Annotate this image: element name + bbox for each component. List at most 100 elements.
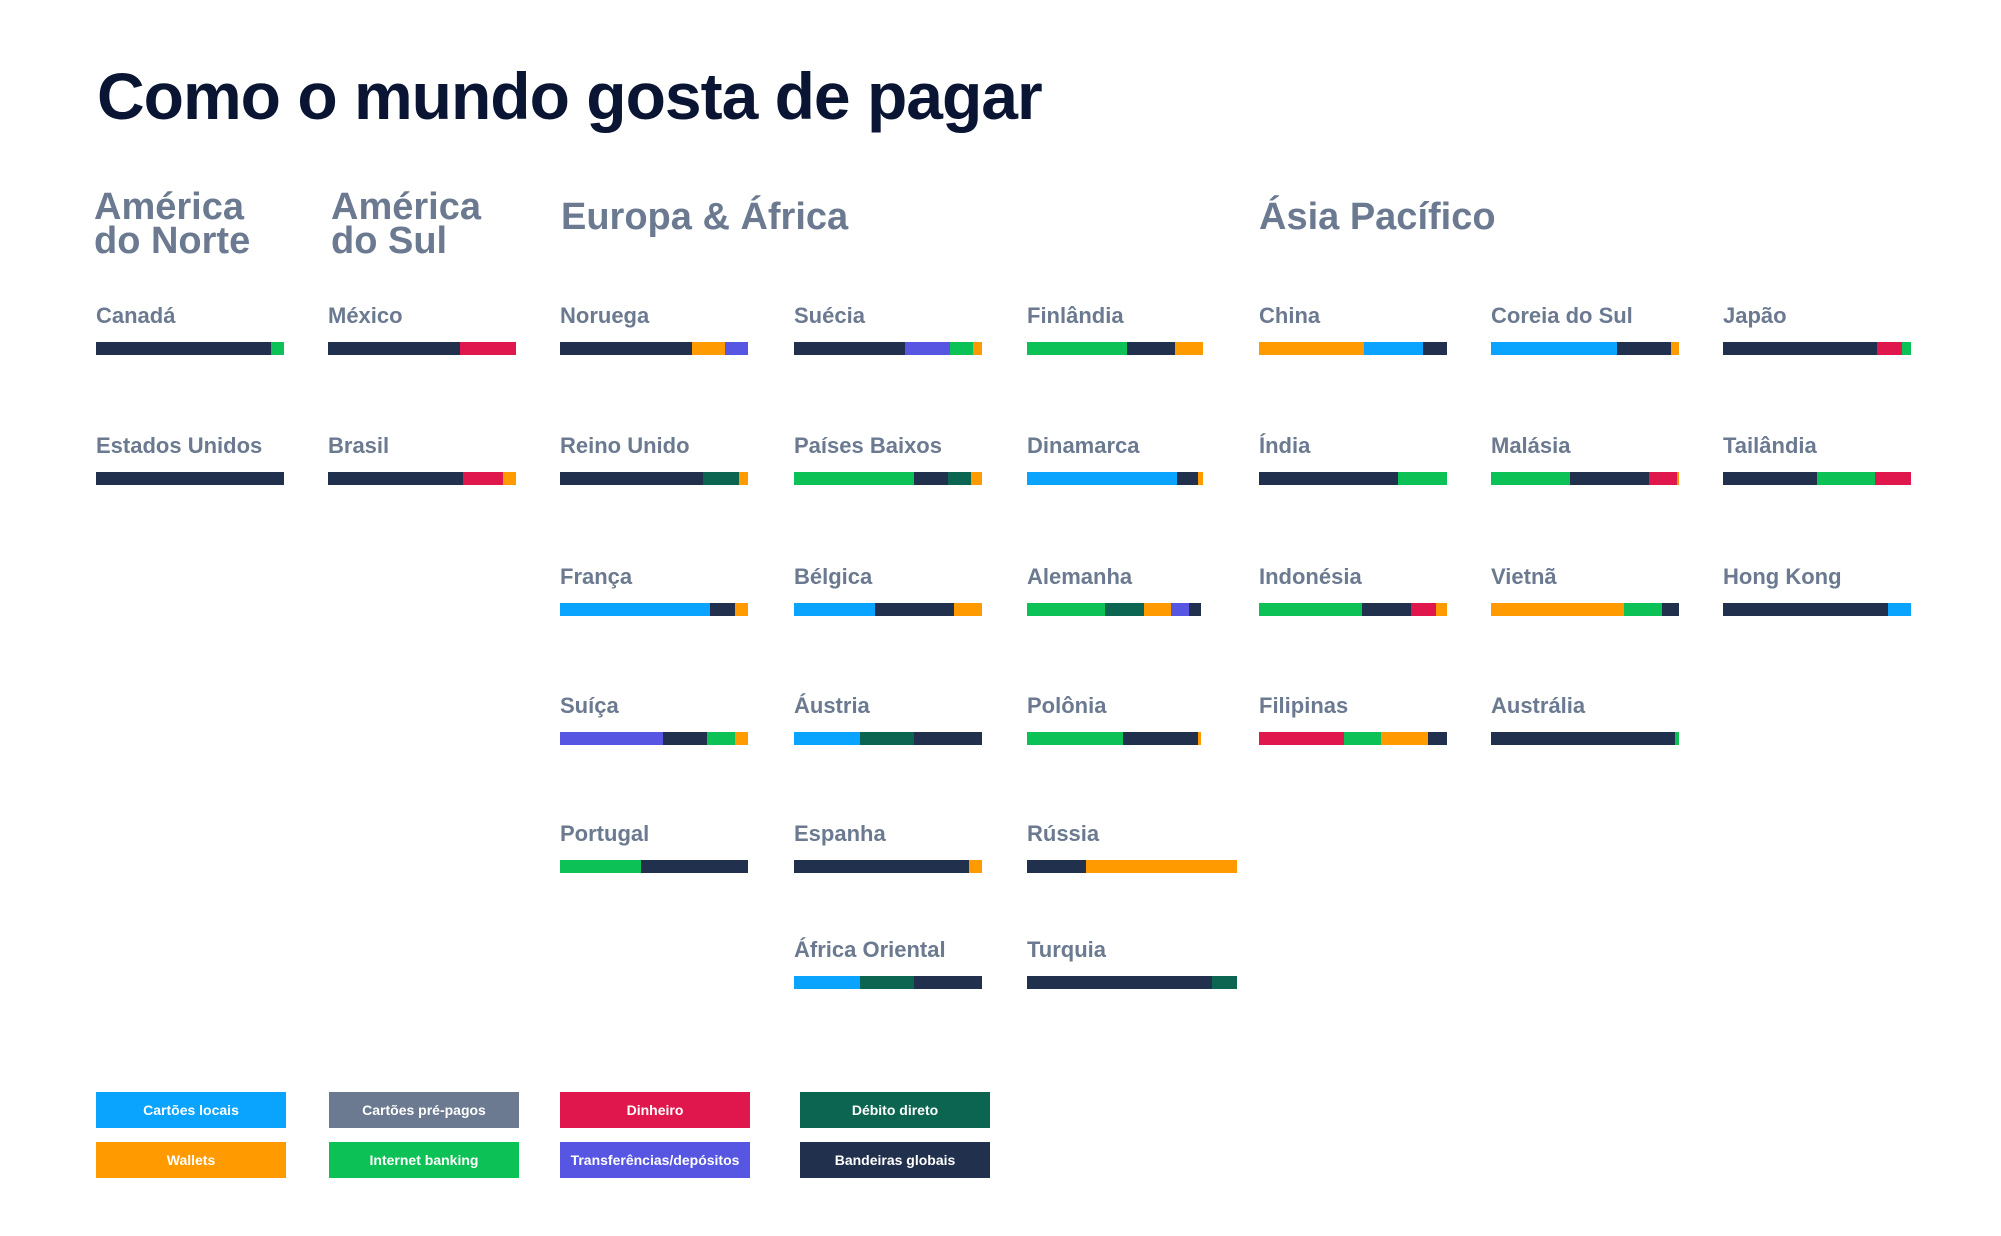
stacked-bar [1027, 732, 1201, 745]
bar-segment-cartoes-locais [1027, 472, 1177, 485]
bar-segment-bandeiras-globais [560, 342, 692, 355]
legend-item-cartoes-pre-pagos: Cartões pré-pagos [329, 1092, 519, 1128]
country-label: Polônia [1027, 693, 1107, 718]
country-paises-baixos: Países Baixos [794, 433, 984, 485]
country-india: Índia [1259, 433, 1449, 485]
bar-segment-dinheiro [1875, 472, 1911, 485]
bar-segment-dinheiro [459, 342, 516, 355]
stacked-bar [1027, 342, 1203, 355]
bar-segment-bandeiras-globais [96, 342, 271, 355]
bar-segment-cartoes-locais [794, 603, 875, 616]
stacked-bar [1027, 976, 1237, 989]
bar-segment-transferencias [725, 342, 748, 355]
bar-segment-bandeiras-globais [1422, 342, 1447, 355]
bar-segment-internet-banking [1398, 472, 1447, 485]
bar-segment-cartoes-locais [794, 976, 860, 989]
country-portugal: Portugal [560, 821, 750, 873]
country-label: Suíça [560, 693, 619, 718]
country-label: Portugal [560, 821, 650, 846]
stacked-bar [560, 732, 748, 745]
country-suecia: Suécia [794, 303, 984, 355]
bar-segment-bandeiras-globais [1122, 732, 1198, 745]
stacked-bar [560, 860, 748, 873]
bar-segment-wallets [738, 472, 748, 485]
bar-segment-bandeiras-globais [1723, 342, 1878, 355]
country-japao: Japão [1723, 303, 1913, 355]
bar-segment-wallets [1671, 342, 1679, 355]
stacked-bar [1027, 860, 1237, 873]
bar-segment-cartoes-locais [560, 603, 711, 616]
bar-segment-bandeiras-globais [914, 732, 982, 745]
country-label: Índia [1259, 433, 1311, 458]
bar-segment-wallets [691, 342, 726, 355]
bar-segment-dinheiro [1411, 603, 1436, 616]
region-heading-south-america: América do Sul [331, 186, 481, 262]
stacked-bar [328, 472, 516, 485]
bar-segment-internet-banking [1259, 603, 1363, 616]
bar-segment-bandeiras-globais [794, 342, 905, 355]
country-label: Finlândia [1027, 303, 1124, 328]
stacked-bar [1723, 472, 1911, 485]
country-belgica: Bélgica [794, 564, 984, 616]
bar-segment-internet-banking [1027, 603, 1106, 616]
country-filipinas: Filipinas [1259, 693, 1449, 745]
country-noruega: Noruega [560, 303, 750, 355]
country-label: Filipinas [1259, 693, 1349, 718]
country-polonia: Polônia [1027, 693, 1217, 745]
country-tailandia: Tailândia [1723, 433, 1913, 485]
bar-segment-bandeiras-globais [328, 472, 464, 485]
bar-segment-internet-banking [1817, 472, 1876, 485]
bar-segment-wallets [1435, 603, 1447, 616]
legend-item-bandeiras-globais: Bandeiras globais [800, 1142, 990, 1178]
region-heading-north-america: América do Norte [94, 186, 251, 262]
stacked-bar [1259, 472, 1447, 485]
country-suica: Suíça [560, 693, 750, 745]
country-label: França [560, 564, 633, 589]
bar-segment-dinheiro [463, 472, 503, 485]
bar-segment-bandeiras-globais [1188, 603, 1201, 616]
bar-segment-wallets [734, 603, 748, 616]
bar-segment-internet-banking [794, 472, 915, 485]
country-label: México [328, 303, 403, 328]
bar-segment-bandeiras-globais [328, 342, 460, 355]
country-label: Austrália [1491, 693, 1586, 718]
country-estados-unidos: Estados Unidos [96, 433, 286, 485]
bar-segment-debito-direto [702, 472, 739, 485]
bar-segment-transferencias [1171, 603, 1189, 616]
legend-item-transferencias: Transferências/depósitos [560, 1142, 750, 1178]
country-label: Estados Unidos [96, 433, 263, 458]
stacked-bar [1491, 732, 1679, 745]
country-label: Canadá [96, 303, 176, 328]
bar-segment-bandeiras-globais [914, 472, 949, 485]
stacked-bar [1027, 472, 1203, 485]
bar-segment-internet-banking [270, 342, 284, 355]
bar-segment-debito-direto [859, 732, 915, 745]
country-australia: Austrália [1491, 693, 1681, 745]
country-label: Tailândia [1723, 433, 1817, 458]
bar-segment-debito-direto [1211, 976, 1237, 989]
bar-segment-bandeiras-globais [1569, 472, 1649, 485]
country-label: Espanha [794, 821, 886, 846]
bar-segment-bandeiras-globais [1259, 472, 1399, 485]
stacked-bar [560, 472, 748, 485]
bar-segment-wallets [1259, 342, 1365, 355]
stacked-bar [1723, 603, 1911, 616]
bar-segment-wallets [1197, 732, 1201, 745]
stacked-bar [328, 342, 516, 355]
legend-item-cartoes-locais: Cartões locais [96, 1092, 286, 1128]
country-brasil: Brasil [328, 433, 518, 485]
bar-segment-internet-banking [1027, 342, 1128, 355]
stacked-bar [794, 342, 982, 355]
bar-segment-bandeiras-globais [1491, 732, 1676, 745]
bar-segment-internet-banking [950, 342, 973, 355]
bar-segment-bandeiras-globais [1127, 342, 1175, 355]
country-finlandia: Finlândia [1027, 303, 1217, 355]
country-label: África Oriental [794, 937, 946, 962]
country-espanha: Espanha [794, 821, 984, 873]
bar-segment-debito-direto [948, 472, 971, 485]
country-label: Áustria [794, 693, 870, 718]
country-coreia-do-sul: Coreia do Sul [1491, 303, 1681, 355]
stacked-bar [560, 603, 748, 616]
bar-segment-wallets [972, 342, 982, 355]
legend-item-wallets: Wallets [96, 1142, 286, 1178]
